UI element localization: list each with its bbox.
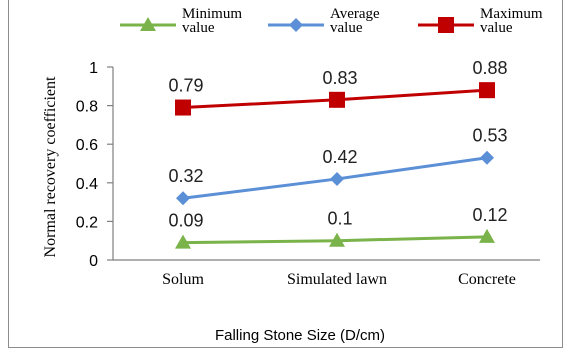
legend-label: Maximum value [480,6,543,36]
data-label: 0.88 [472,58,507,78]
data-point [175,234,191,249]
data-label: 0.79 [168,76,203,96]
data-label: 0.32 [168,166,203,186]
legend-item: Minimum value [120,6,242,36]
data-label: 0.83 [322,68,357,88]
x-axis-title: Falling Stone Size (D/cm) [215,327,385,344]
series-square: 0.79 0.83 0.88 [168,58,508,116]
data-point [176,191,190,206]
y-axis-title: Normal recovery coefficient [42,76,59,258]
data-label: 0.53 [472,126,507,146]
data-label: 0.12 [472,205,507,225]
legend-label: Minimum value [182,6,242,36]
data-label: 0.1 [327,209,352,229]
legend-item: Maximum value [418,6,543,36]
legend-marker [140,17,156,31]
x-tick-label: Simulated lawn [287,271,387,288]
legend-marker [438,17,454,33]
data-point [480,150,494,165]
series-triangle: 0.09 0.1 0.12 [168,205,508,249]
legend: Minimum value Average value Maximum value [120,6,543,36]
y-tick-label: 0.2 [76,214,98,231]
data-point [479,228,495,243]
data-point [329,91,345,108]
plot-area: 0.09 0.1 0.12 0.32 0.42 0.53 0.79 0.83 0.88 [168,58,508,249]
y-tick-label: 0.4 [76,176,98,193]
data-point [479,82,495,99]
y-tick-label: 0.8 [76,99,98,116]
data-label: 0.42 [322,147,357,167]
legend-label: Average value [330,6,380,36]
data-point [329,232,345,247]
x-axis: Solum Simulated lawn Concrete [113,259,540,288]
y-axis: 0 0.2 0.4 0.6 0.8 1 [76,60,114,270]
x-tick-label: Concrete [458,271,516,288]
x-tick-label: Solum [162,271,204,288]
data-label: 0.09 [168,211,203,231]
data-point [330,171,344,186]
series-diamond: 0.32 0.42 0.53 [168,126,508,206]
y-tick-label: 1 [89,60,98,77]
y-tick-label: 0 [89,253,98,270]
y-tick-label: 0.6 [76,137,98,154]
data-point [175,99,191,116]
legend-item: Average value [268,6,380,36]
chart-frame [8,0,563,348]
legend-marker [289,18,303,32]
